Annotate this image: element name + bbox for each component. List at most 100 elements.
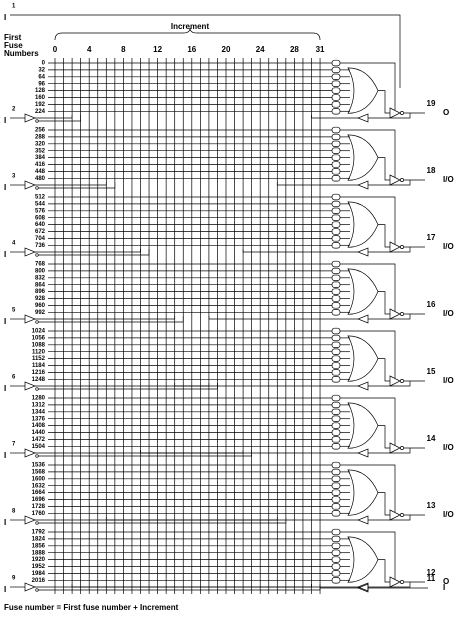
- output-pin: 16: [427, 300, 436, 309]
- or-out: [378, 157, 390, 181]
- input-buffer: [24, 381, 36, 391]
- and-gate: [331, 422, 341, 429]
- or-gate: [347, 201, 379, 248]
- input-label: I: [4, 116, 6, 125]
- output-bubble: [400, 312, 404, 316]
- and-gate: [331, 408, 341, 415]
- output-label: I/O: [443, 510, 454, 519]
- input-bubble: [35, 521, 39, 525]
- input-rail-inv: [38, 450, 252, 457]
- and-gate: [331, 348, 341, 355]
- and-gate: [331, 288, 341, 295]
- output-label: I/O: [443, 242, 454, 251]
- enable-wire: [340, 330, 396, 378]
- output-pin: 18: [427, 166, 436, 175]
- fuse-number: 384: [35, 155, 46, 161]
- output-buffer: [389, 375, 401, 387]
- or-gate: [347, 402, 379, 449]
- input-label: I: [4, 451, 6, 460]
- fuse-number: 2016: [32, 578, 46, 584]
- input-bubble: [35, 387, 39, 391]
- or-out: [378, 291, 390, 315]
- or-gate: [347, 268, 379, 315]
- and-gate: [331, 394, 341, 402]
- and-gate: [331, 214, 341, 221]
- fuse-number: 1632: [32, 483, 46, 489]
- and-gate: [331, 154, 341, 161]
- feedback-buffer: [357, 247, 369, 257]
- input-bubble: [35, 454, 39, 458]
- fuse-number: 224: [35, 109, 46, 115]
- input-pin: 6: [12, 375, 16, 381]
- input-bubble: [35, 588, 39, 592]
- feedback-rail: [140, 450, 358, 454]
- output-buffer: [389, 174, 401, 186]
- fuse-number: 1600: [32, 476, 46, 482]
- and-gate: [331, 549, 341, 556]
- fuse-number: 416: [35, 162, 46, 168]
- footer: Fuse number = First fuse number + Increm…: [4, 603, 179, 612]
- input-buffer: [24, 247, 36, 257]
- input-rail-inv: [38, 182, 116, 189]
- fuse-number: 1536: [32, 463, 46, 469]
- fuse-number: 192: [35, 102, 46, 108]
- fuse-number: 672: [35, 229, 46, 235]
- and-gate: [331, 475, 341, 482]
- and-gate: [331, 355, 341, 362]
- feedback-rail: [174, 383, 358, 387]
- or-out: [378, 559, 390, 583]
- fuse-number: 608: [35, 215, 46, 221]
- and-gate: [331, 496, 341, 503]
- fuse-number: 1792: [32, 530, 46, 536]
- input-rail-inv: [38, 584, 321, 591]
- enable-wire: [340, 464, 396, 512]
- fuse-number: 1120: [32, 349, 46, 355]
- fuse-number: 1088: [32, 342, 46, 348]
- input-label: I: [4, 13, 6, 22]
- brace: [54, 27, 321, 41]
- and-gate: [331, 200, 341, 208]
- fuse-number: 960: [35, 303, 46, 309]
- input-label: I: [4, 183, 6, 192]
- output-buffer: [389, 509, 401, 521]
- and-gate: [331, 133, 341, 141]
- fuse-number: 0: [42, 61, 46, 67]
- fuse-number: 160: [35, 95, 46, 101]
- input-buffer: [24, 180, 36, 190]
- fuse-number: 1152: [32, 356, 46, 362]
- and-gate: [331, 80, 341, 87]
- fuse-number: 1216: [32, 370, 46, 376]
- input-buffer: [24, 448, 36, 458]
- fuse-number: 256: [35, 128, 46, 134]
- and-gate: [331, 221, 341, 228]
- fuse-number: 1920: [32, 557, 46, 563]
- and-gate: [331, 59, 341, 67]
- and-gate: [331, 242, 341, 249]
- fuse-number: 1728: [32, 504, 46, 510]
- feedback-buffer: [357, 381, 369, 391]
- or-gate: [347, 536, 379, 583]
- and-gate: [331, 489, 341, 496]
- input-wire: [10, 14, 401, 88]
- and-gate: [331, 66, 341, 74]
- or-out: [378, 425, 390, 449]
- fuse-number: 1280: [32, 396, 46, 402]
- and-gate: [331, 73, 341, 80]
- fuse-number: 1664: [32, 490, 46, 496]
- or-out: [378, 358, 390, 382]
- and-gate: [331, 235, 341, 242]
- and-gate: [331, 429, 341, 436]
- fuse-number: 1696: [32, 497, 46, 503]
- first-fuse-label: First: [4, 33, 22, 42]
- feedback-rail: [276, 182, 358, 186]
- input-rail: [35, 584, 312, 588]
- fuse-number: 288: [35, 134, 46, 140]
- and-gate: [331, 510, 341, 517]
- input-pin: 8: [12, 509, 16, 515]
- and-gate: [331, 528, 341, 536]
- feedback-buffer: [357, 515, 369, 525]
- fuse-number: 128: [35, 88, 46, 94]
- output-bubble: [400, 446, 404, 450]
- output-label: O: [443, 108, 449, 117]
